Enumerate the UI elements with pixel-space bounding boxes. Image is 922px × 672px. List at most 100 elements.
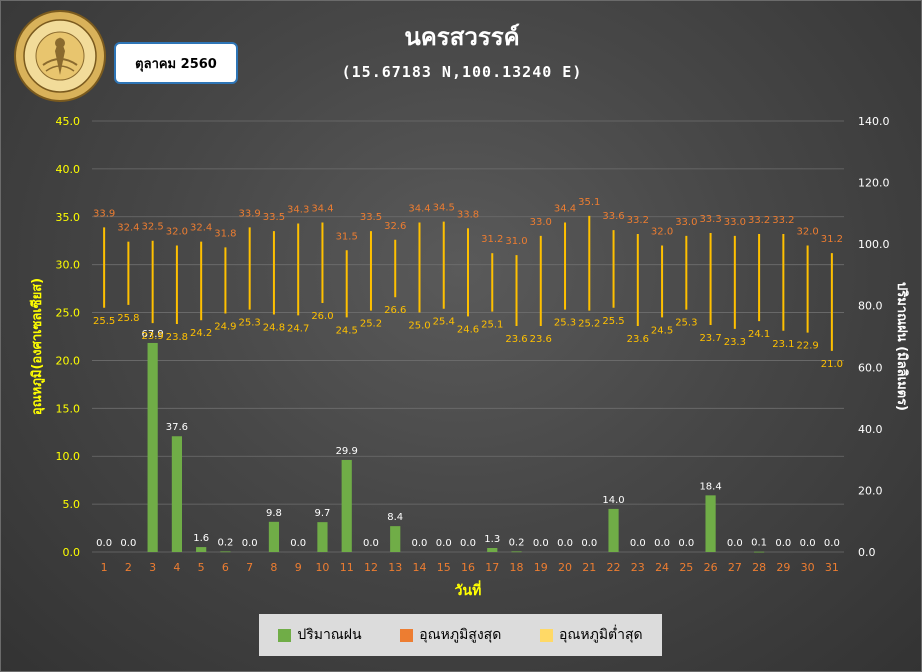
rain-bar	[608, 508, 619, 552]
rain-data-label: 18.4	[699, 481, 721, 492]
tmax-data-label: 34.4	[554, 204, 576, 215]
x-tick-label: 13	[388, 561, 402, 574]
tmin-data-label: 24.1	[748, 329, 770, 340]
x-tick-label: 3	[149, 561, 156, 574]
tmax-data-label: 32.4	[117, 223, 139, 234]
right-tick-label: 140.0	[858, 115, 890, 128]
rain-bar	[171, 436, 182, 552]
rain-data-label: 0.0	[460, 538, 476, 549]
meteorological-department-logo	[14, 10, 106, 102]
tmin-data-label: 25.3	[239, 318, 261, 329]
x-tick-label: 6	[222, 561, 229, 574]
x-tick-label: 20	[558, 561, 572, 574]
chart-title: นครสวรรค์	[404, 23, 520, 51]
tmin-data-label: 23.9	[142, 331, 164, 342]
x-tick-label: 9	[295, 561, 302, 574]
chart-subtitle: (15.67183 N,100.13240 E)	[341, 63, 583, 81]
x-tick-label: 27	[728, 561, 742, 574]
tmax-data-label: 33.5	[263, 212, 285, 223]
x-tick-label: 10	[315, 561, 329, 574]
x-tick-label: 26	[704, 561, 718, 574]
x-tick-label: 17	[485, 561, 499, 574]
tmax-data-label: 35.1	[578, 197, 600, 208]
legend-swatch	[539, 628, 553, 642]
tmin-data-label: 21.0	[821, 359, 843, 370]
tmin-data-label: 25.1	[481, 320, 503, 331]
rain-data-label: 0.0	[581, 538, 597, 549]
y-axis-right-title: ปริมาณฝน (มิลลิเมตร)	[894, 282, 909, 411]
left-tick-label: 25.0	[56, 307, 81, 320]
tmax-data-label: 31.2	[821, 234, 843, 245]
tmin-data-label: 24.6	[457, 324, 479, 335]
tmin-data-label: 24.5	[336, 325, 358, 336]
rain-data-label: 0.0	[800, 538, 816, 549]
tmax-data-label: 33.0	[724, 217, 746, 228]
left-tick-label: 5.0	[63, 498, 81, 511]
tmin-data-label: 26.6	[384, 305, 406, 316]
tmax-data-label: 33.2	[772, 215, 794, 226]
x-tick-label: 25	[679, 561, 693, 574]
tmin-data-label: 25.2	[578, 319, 600, 330]
rain-data-label: 0.0	[678, 538, 694, 549]
tmin-data-label: 24.8	[263, 322, 285, 333]
rain-bar	[754, 551, 765, 553]
x-tick-label: 22	[607, 561, 621, 574]
x-tick-label: 15	[437, 561, 451, 574]
rain-data-label: 14.0	[602, 495, 624, 506]
x-tick-label: 18	[510, 561, 524, 574]
tmax-data-label: 33.2	[748, 215, 770, 226]
tmin-data-label: 24.7	[287, 323, 309, 334]
x-tick-label: 14	[412, 561, 426, 574]
rain-data-label: 67.9	[142, 329, 164, 340]
tmax-data-label: 34.4	[311, 204, 333, 215]
x-tick-label: 5	[198, 561, 205, 574]
rain-bar	[147, 342, 158, 552]
tmin-data-label: 25.4	[433, 317, 455, 328]
tmax-data-label: 33.3	[699, 214, 721, 225]
tmin-data-label: 25.3	[675, 318, 697, 329]
rain-bar	[341, 459, 352, 552]
rain-data-label: 29.9	[336, 446, 358, 457]
right-tick-label: 0.0	[858, 546, 876, 559]
chart-legend: ปริมาณฝน อุณหภูมิสูงสุด อุณหภูมิต่ำสุด	[259, 614, 662, 656]
tmin-data-label: 23.7	[699, 333, 721, 344]
x-axis-title: วันที่	[455, 580, 482, 599]
legend-item: อุณหภูมิต่ำสุด	[539, 624, 643, 646]
rain-bar	[487, 547, 498, 552]
left-tick-label: 10.0	[56, 450, 81, 463]
rain-data-label: 9.8	[266, 508, 282, 519]
tmax-data-label: 33.2	[627, 215, 649, 226]
left-tick-label: 0.0	[63, 546, 81, 559]
x-tick-label: 30	[801, 561, 815, 574]
rain-data-label: 0.0	[363, 538, 379, 549]
x-tick-label: 24	[655, 561, 669, 574]
tmin-data-label: 25.0	[408, 321, 430, 332]
legend-item: อุณหภูมิสูงสุด	[400, 624, 501, 646]
left-tick-label: 15.0	[56, 402, 81, 415]
tmax-data-label: 31.2	[481, 234, 503, 245]
tmin-data-label: 23.3	[724, 337, 746, 348]
rain-bar	[268, 521, 280, 552]
legend-label: อุณหภูมิต่ำสุด	[558, 627, 643, 643]
x-tick-label: 1	[101, 561, 108, 574]
legend-label: อุณหภูมิสูงสุด	[419, 627, 502, 643]
right-tick-label: 60.0	[858, 361, 883, 374]
x-tick-label: 8	[270, 561, 277, 574]
tmax-data-label: 33.0	[530, 217, 552, 228]
legend-swatch	[278, 628, 292, 642]
tmax-data-label: 33.0	[675, 217, 697, 228]
tmin-data-label: 25.5	[93, 316, 115, 327]
rain-data-label: 0.2	[217, 537, 233, 548]
tmax-data-label: 34.4	[408, 204, 430, 215]
left-tick-label: 45.0	[56, 115, 81, 128]
rain-data-label: 0.0	[727, 538, 743, 549]
x-tick-label: 19	[534, 561, 548, 574]
right-tick-label: 100.0	[858, 238, 890, 251]
tmax-data-label: 34.5	[433, 203, 455, 214]
chart-plot: 0.05.010.015.020.025.030.035.040.045.00.…	[29, 115, 909, 599]
rain-bar	[390, 526, 401, 552]
tmin-data-label: 24.9	[214, 322, 236, 333]
tmax-data-label: 32.5	[142, 222, 164, 233]
tmax-data-label: 33.5	[360, 212, 382, 223]
